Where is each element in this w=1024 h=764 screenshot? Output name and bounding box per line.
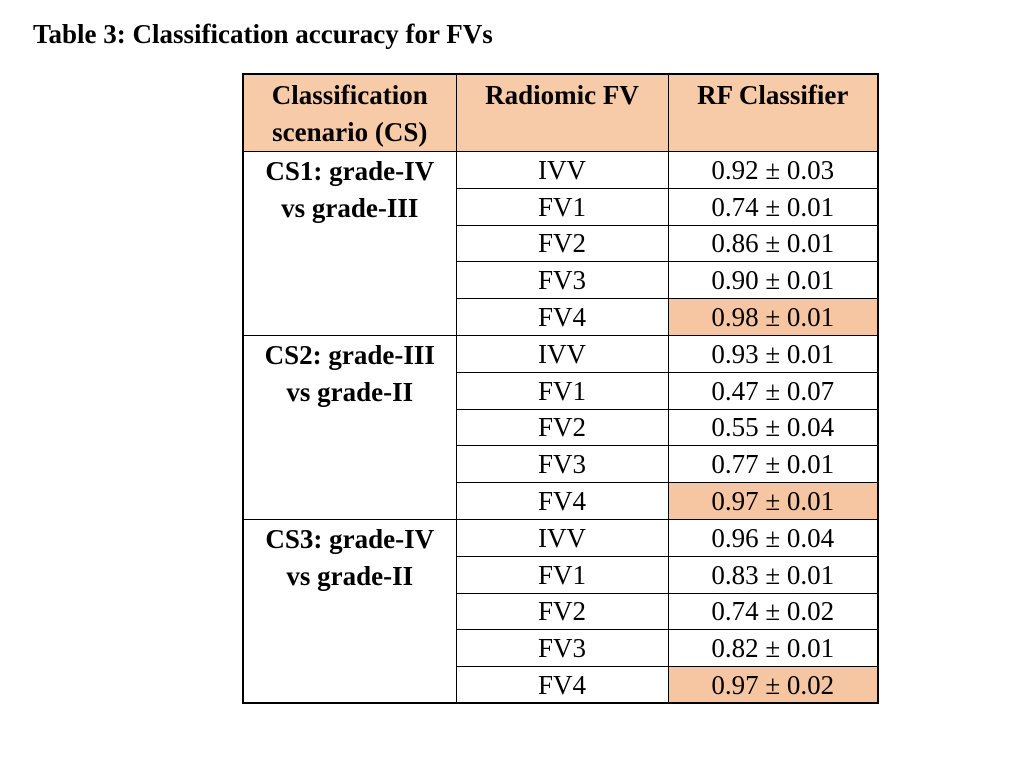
fv-cell: FV1 <box>455 187 669 226</box>
scenario-cell-cs2: CS2: grade-III vs grade-II <box>242 334 457 520</box>
accuracy-cell-highlighted: 0.97 ± 0.02 <box>667 666 879 704</box>
fv-cell: FV3 <box>455 629 669 668</box>
table-row: FV2 0.86 ± 0.01 <box>243 224 879 263</box>
accuracy-cell: 0.55 ± 0.04 <box>667 408 879 447</box>
table-row: FV1 0.74 ± 0.01 <box>243 187 879 226</box>
table-caption: Table 3: Classification accuracy for FVs <box>33 19 493 49</box>
accuracy-cell: 0.92 ± 0.03 <box>667 151 879 189</box>
col-header-radiomic-fv: Radiomic FV <box>455 73 669 152</box>
accuracy-cell: 0.74 ± 0.02 <box>667 592 879 631</box>
fv-cell: FV4 <box>455 298 669 336</box>
table-row: FV2 0.55 ± 0.04 <box>243 408 879 447</box>
fv-cell: FV3 <box>455 445 669 484</box>
scenario-line: vs grade-II <box>286 560 414 591</box>
header-line: scenario (CS) <box>272 117 428 147</box>
scenario-line: CS2: grade-III <box>264 339 435 370</box>
accuracy-cell: 0.82 ± 0.01 <box>667 629 879 668</box>
fv-cell: FV2 <box>455 224 669 263</box>
fv-cell: IVV <box>455 334 669 373</box>
table-row: FV4 0.98 ± 0.01 <box>243 298 879 336</box>
table-row: CS3: grade-IV vs grade-II IVV 0.96 ± 0.0… <box>242 518 879 704</box>
fv-cell: FV3 <box>455 261 669 300</box>
fv-cell: IVV <box>455 518 669 557</box>
accuracy-cell: 0.86 ± 0.01 <box>667 224 879 263</box>
scenario-line: vs grade-II <box>286 376 414 407</box>
table-container: Classification scenario (CS) Radiomic FV… <box>242 73 879 705</box>
col-header-classification-scenario: Classification scenario (CS) <box>242 73 457 152</box>
scenario-cell-cs3: CS3: grade-IV vs grade-II <box>242 518 457 704</box>
accuracy-cell-highlighted: 0.98 ± 0.01 <box>667 298 879 336</box>
table-row: FV4 0.97 ± 0.02 <box>243 666 879 704</box>
accuracy-cell: 0.90 ± 0.01 <box>667 261 879 300</box>
scenario-line: vs grade-III <box>281 192 419 223</box>
scenario-line: CS3: grade-IV <box>265 523 435 554</box>
table-row: FV4 0.97 ± 0.01 <box>243 482 879 520</box>
fv-cell: IVV <box>455 151 669 189</box>
header-row: Classification scenario (CS) Radiomic FV… <box>242 73 879 152</box>
fv-cell: FV1 <box>455 371 669 410</box>
fv-cell: FV2 <box>455 592 669 631</box>
classification-accuracy-table: Classification scenario (CS) Radiomic FV… <box>242 73 879 705</box>
accuracy-cell-highlighted: 0.97 ± 0.01 <box>667 482 879 520</box>
table-row: FV1 0.47 ± 0.07 <box>243 371 879 410</box>
accuracy-cell: 0.47 ± 0.07 <box>667 371 879 410</box>
accuracy-cell: 0.96 ± 0.04 <box>667 518 879 557</box>
accuracy-cell: 0.77 ± 0.01 <box>667 445 879 484</box>
table-row: FV3 0.77 ± 0.01 <box>243 445 879 484</box>
scenario-line: CS1: grade-IV <box>265 156 435 186</box>
table-row: CS1: grade-IV vs grade-III IVV 0.92 ± 0.… <box>242 151 879 336</box>
fv-cell: FV4 <box>455 482 669 520</box>
fv-cell: FV1 <box>455 555 669 594</box>
col-header-rf-classifier: RF Classifier <box>667 73 879 152</box>
header-line: Classification <box>271 80 428 110</box>
accuracy-cell: 0.93 ± 0.01 <box>667 334 879 373</box>
table-row: FV2 0.74 ± 0.02 <box>243 592 879 631</box>
fv-cell: FV2 <box>455 408 669 447</box>
accuracy-cell: 0.83 ± 0.01 <box>667 555 879 594</box>
table-row: FV3 0.82 ± 0.01 <box>243 629 879 668</box>
fv-cell: FV4 <box>455 666 669 704</box>
scenario-cell-cs1: CS1: grade-IV vs grade-III <box>242 151 457 336</box>
table-row: CS2: grade-III vs grade-II IVV 0.93 ± 0.… <box>242 334 879 520</box>
table-row: FV3 0.90 ± 0.01 <box>243 261 879 300</box>
accuracy-cell: 0.74 ± 0.01 <box>667 187 879 226</box>
